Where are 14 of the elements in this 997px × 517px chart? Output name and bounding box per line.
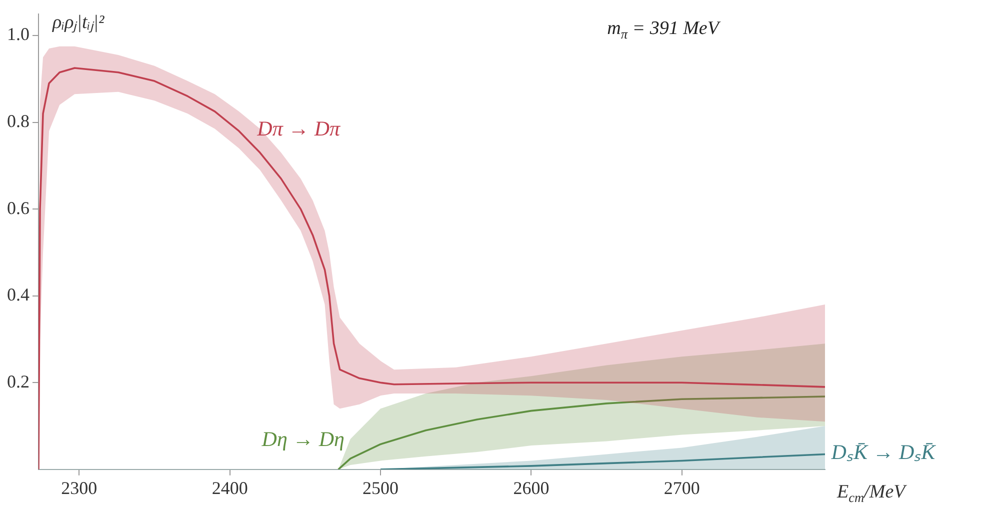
series-label: DₛK̄ → DₛK̄ [830,440,936,464]
y-tick-label: 0.8 [7,111,30,132]
series-label: Dπ → Dπ [256,116,340,140]
y-axis-title: ρᵢρⱼ|tᵢⱼ|² [52,12,104,33]
x-tick-label: 2300 [61,478,98,498]
x-tick-label: 2600 [513,478,550,498]
y-tick-label: 1.0 [7,24,30,44]
x-tick-label: 2500 [362,478,399,498]
y-tick-label: 0.6 [7,198,30,218]
series-label: Dη → Dη [260,427,344,452]
x-tick-label: 2400 [212,478,248,498]
y-tick-label: 0.4 [7,284,30,305]
x-tick-label: 2700 [664,478,700,498]
y-tick-label: 0.2 [7,371,30,392]
